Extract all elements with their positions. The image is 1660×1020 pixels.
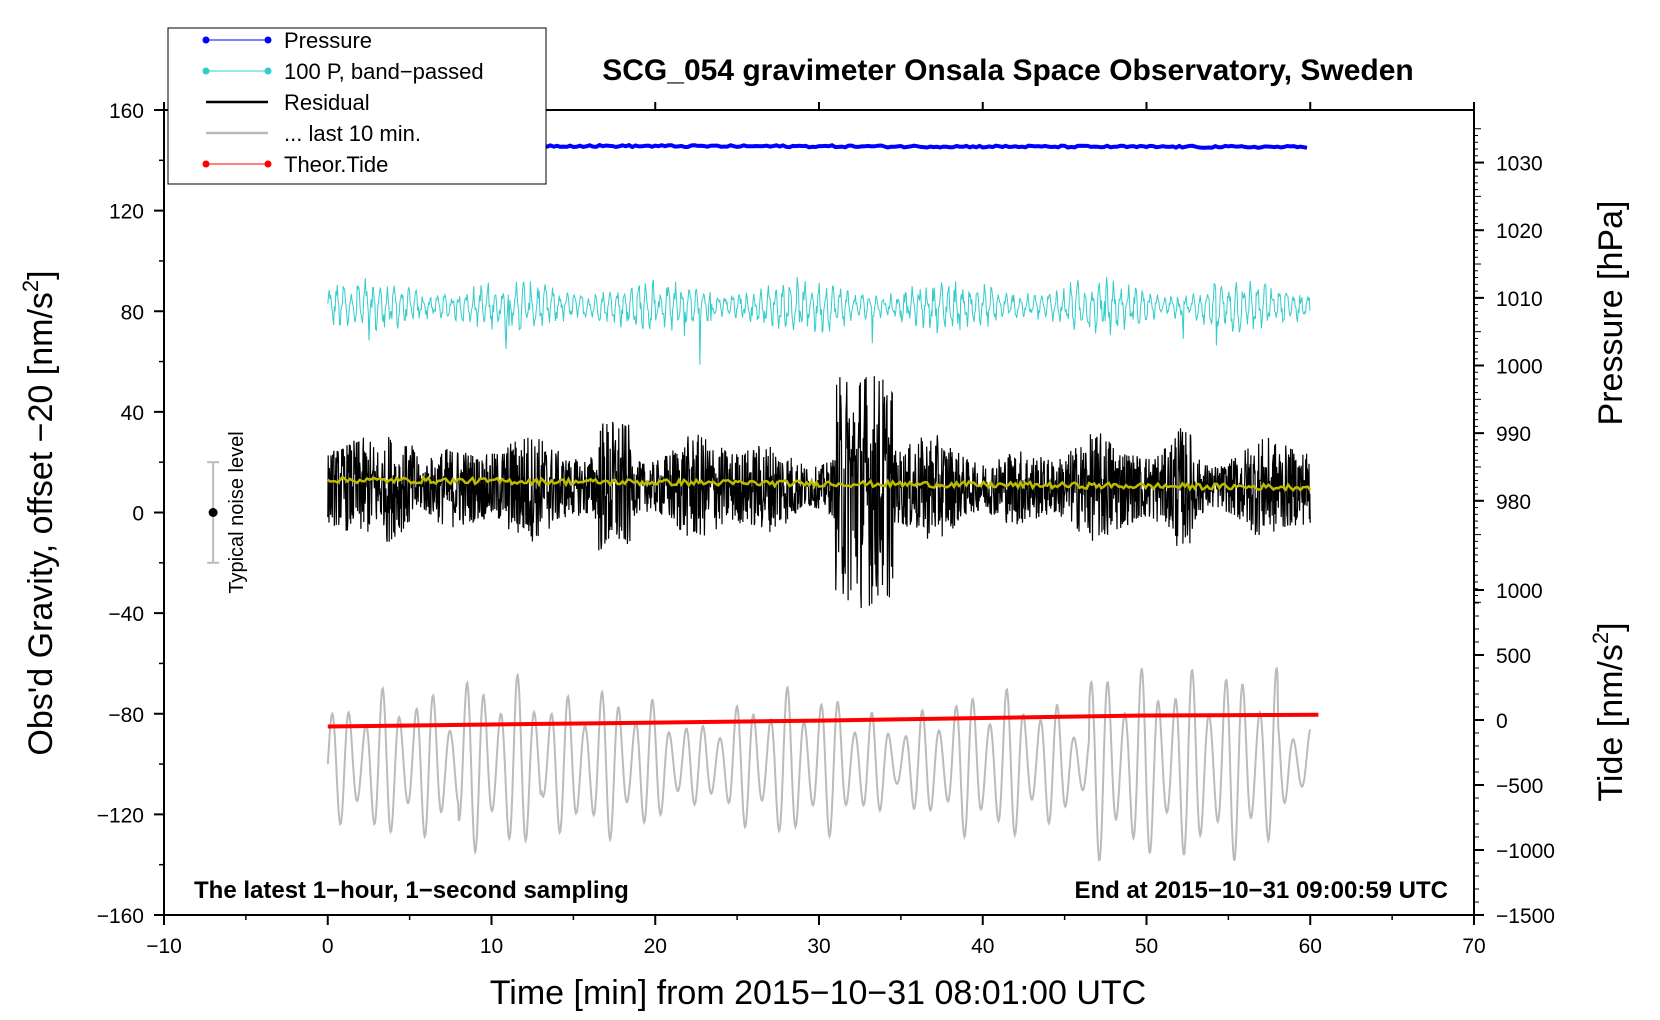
tide-tick-label: −1000 bbox=[1496, 840, 1555, 863]
y-axis-title-left: Obs'd Gravity, offset −20 [nm/s2] bbox=[18, 270, 60, 755]
y-tick-label: −120 bbox=[97, 804, 144, 827]
axis-ticks: −10 0 10 20 30 40 50 60 7016012080400−40−80−120−… bbox=[97, 100, 1555, 958]
y-axis-title-tide-main: Tide [nm/s bbox=[1592, 644, 1630, 801]
x-tick-label: 70 bbox=[1462, 935, 1485, 958]
x-axis-title: Time [min] from 2015−10−31 08:01:00 UTC bbox=[490, 974, 1146, 1012]
y-axis-title-left-main: Obs'd Gravity, offset −20 [nm/s bbox=[22, 292, 60, 755]
x-tick-label: 20 bbox=[644, 935, 667, 958]
x-tick-label: 10 bbox=[480, 935, 503, 958]
y-tick-label: 160 bbox=[109, 100, 144, 123]
series-last-10-min-line bbox=[326, 666, 1312, 862]
y-tick-label: 0 bbox=[132, 503, 144, 526]
series-residual-line bbox=[327, 376, 1311, 609]
tide-tick-label: 0 bbox=[1496, 710, 1508, 733]
annotation-sampling: The latest 1−hour, 1−second sampling bbox=[194, 877, 629, 904]
y-tick-label: 40 bbox=[121, 402, 144, 425]
noise-level-label: Typical noise level bbox=[226, 431, 248, 593]
legend-marker-bandpassed bbox=[202, 67, 210, 75]
legend-marker-theor-tide bbox=[202, 160, 210, 168]
legend-marker-pressure bbox=[202, 36, 210, 44]
y-axis-title-tide-sup: 2 bbox=[1588, 632, 1613, 644]
pressure-tick-label: 1000 bbox=[1496, 356, 1543, 379]
y-axis-title-left-end: ] bbox=[22, 270, 60, 279]
series-theoretical-tide-line bbox=[327, 712, 1319, 729]
legend-marker-pressure bbox=[264, 36, 272, 44]
pressure-tick-label: 1020 bbox=[1496, 220, 1543, 243]
x-tick-label: 0 bbox=[322, 935, 334, 958]
x-tick-label: 60 bbox=[1299, 935, 1322, 958]
legend-marker-bandpassed bbox=[264, 67, 272, 75]
x-tick-label: 50 bbox=[1135, 935, 1158, 958]
noise-bar-dot bbox=[208, 508, 218, 517]
tide-tick-label: −500 bbox=[1496, 775, 1543, 798]
legend-box bbox=[167, 27, 547, 185]
series-group bbox=[326, 142, 1319, 862]
series-residual-trend-line bbox=[327, 475, 1312, 493]
noise-indicator bbox=[207, 461, 220, 564]
tide-tick-label: 500 bbox=[1496, 645, 1531, 668]
y-tick-label: 80 bbox=[121, 301, 144, 324]
y-tick-label: −40 bbox=[108, 603, 144, 626]
legend-label-residual: Residual bbox=[284, 90, 370, 115]
tide-tick-label: −1500 bbox=[1496, 905, 1555, 928]
legend: Pressure 100 P, band−passed Residual ... la… bbox=[167, 27, 547, 185]
y-axis-title-tide-end: ] bbox=[1592, 622, 1630, 631]
pressure-tick-label: 980 bbox=[1496, 491, 1531, 514]
x-tick-label: 30 bbox=[807, 935, 830, 958]
pressure-tick-label: 990 bbox=[1496, 423, 1531, 446]
legend-label-bandpassed: 100 P, band−passed bbox=[284, 59, 484, 84]
series-bandpassed-pressure-line bbox=[327, 277, 1311, 365]
annotation-end-time: End at 2015−10−31 09:00:59 UTC bbox=[1074, 877, 1448, 904]
legend-marker-theor-tide bbox=[264, 160, 272, 168]
y-tick-label: 120 bbox=[109, 201, 144, 224]
y-axis-title-pressure: Pressure [hPa] bbox=[1592, 201, 1630, 426]
legend-label-last-10-min: ... last 10 min. bbox=[284, 121, 421, 146]
chart-title: SCG_054 gravimeter Onsala Space Observat… bbox=[602, 54, 1414, 87]
legend-label-theor-tide: Theor.Tide bbox=[284, 152, 388, 177]
pressure-tick-label: 1030 bbox=[1496, 153, 1543, 176]
y-tick-label: −160 bbox=[97, 905, 144, 928]
x-tick-label: −10 bbox=[146, 935, 182, 958]
pressure-tick-label: 1010 bbox=[1496, 288, 1543, 311]
legend-label-pressure: Pressure bbox=[284, 28, 372, 53]
y-tick-label: −80 bbox=[108, 704, 144, 727]
legend-entries: Pressure 100 P, band−passed Residual ... la… bbox=[202, 28, 484, 177]
y-axis-title-tide: Tide [nm/s2] bbox=[1588, 622, 1630, 801]
y-axis-title-left-sup: 2 bbox=[18, 280, 43, 292]
tide-tick-label: 1000 bbox=[1496, 580, 1543, 603]
x-tick-label: 40 bbox=[971, 935, 994, 958]
